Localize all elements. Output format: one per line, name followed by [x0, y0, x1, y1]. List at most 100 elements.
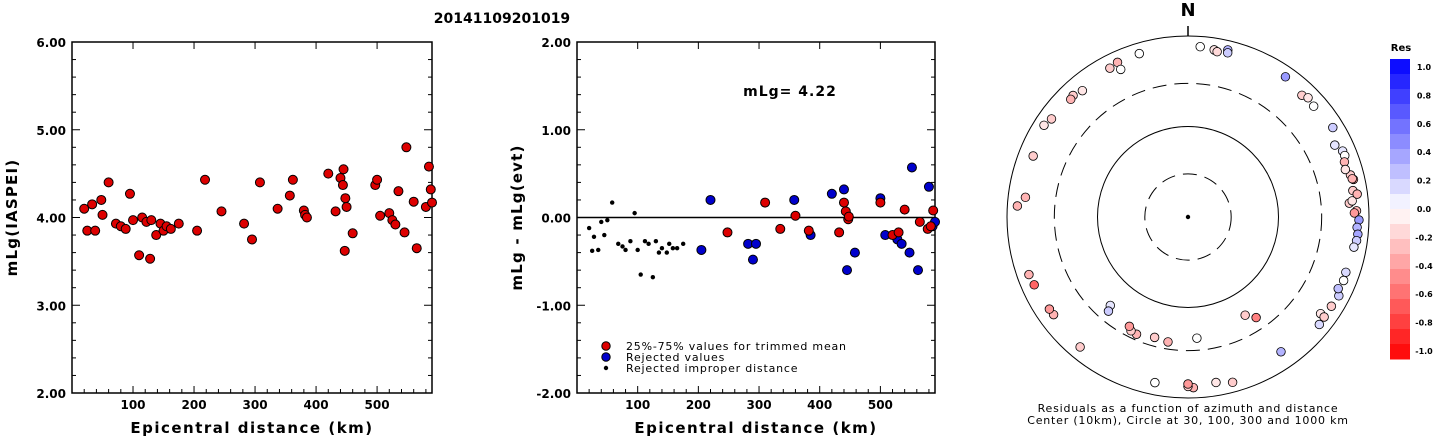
- colorbar-segment: [1390, 134, 1410, 150]
- middle-improper-point: [616, 241, 621, 247]
- middle-rejected-point: [705, 194, 716, 205]
- middle-rejected-point: [826, 188, 837, 199]
- middle-y-tick-label: 2.00: [541, 36, 571, 50]
- polar-north-label: N: [1180, 0, 1195, 21]
- left-data-point: [90, 225, 101, 236]
- colorbar-segment: [1390, 194, 1410, 210]
- left-y-tick-label: 5.00: [36, 124, 66, 138]
- polar-residual-point: [1330, 140, 1340, 150]
- polar-residual-point: [1349, 242, 1359, 252]
- middle-improper-point: [599, 219, 604, 225]
- middle-improper-point: [605, 217, 610, 223]
- polar-residual-point: [1012, 201, 1023, 211]
- colorbar-segment: [1390, 284, 1410, 300]
- middle-rejected-point: [849, 247, 860, 258]
- left-data-point: [287, 174, 298, 185]
- left-x-tick-label: 300: [243, 398, 268, 412]
- polar-residual-point: [1116, 64, 1126, 75]
- polar-residual-point: [1105, 63, 1115, 73]
- middle-rejected-point: [838, 184, 849, 195]
- left-data-point: [146, 215, 157, 226]
- middle-improper-point: [667, 241, 672, 247]
- middle-trimmed-point: [760, 197, 771, 208]
- middle-improper-point: [638, 272, 643, 277]
- polar-residual-point: [1347, 196, 1357, 206]
- polar-residual-point: [1303, 93, 1313, 103]
- left-data-point: [427, 197, 437, 208]
- left-data-point: [341, 201, 352, 212]
- middle-rejected-point: [696, 244, 707, 255]
- left-data-point: [165, 223, 176, 234]
- middle-improper-point: [609, 200, 615, 205]
- polar-residual-point: [1341, 267, 1351, 277]
- left-y-tick-label: 4.00: [36, 212, 66, 226]
- left-data-point: [340, 193, 351, 204]
- middle-trimmed-point: [893, 227, 904, 238]
- middle-trimmed-point: [722, 227, 733, 238]
- left-x-tick-label: 100: [120, 398, 145, 412]
- middle-improper-point: [620, 244, 625, 249]
- middle-improper-point: [628, 238, 633, 244]
- polar-residual-point: [1251, 312, 1261, 323]
- left-data-point: [87, 199, 98, 210]
- left-data-point: [411, 243, 422, 254]
- colorbar-segment: [1390, 89, 1410, 105]
- polar-residual-point: [1340, 164, 1351, 175]
- polar-residual-point: [1314, 319, 1325, 330]
- colorbar-title: Res: [1391, 43, 1411, 54]
- colorbar-tick-label: 0.8: [1417, 91, 1432, 100]
- legend-marker: [603, 365, 609, 371]
- polar-residual-point: [1240, 310, 1250, 320]
- left-x-axis-label: Epicentral distance (km): [130, 419, 373, 437]
- polar-residual-point: [1211, 377, 1221, 388]
- left-data-point: [134, 250, 145, 261]
- left-y-tick-label: 2.00: [36, 387, 66, 401]
- polar-caption-line1: Residuals as a function of azimuth and d…: [1038, 402, 1339, 415]
- middle-trimmed-point: [790, 210, 801, 221]
- left-data-point: [330, 206, 341, 217]
- middle-x-tick-label: 400: [807, 398, 832, 412]
- left-y-axis-label: mLg(IASPEI): [3, 159, 21, 277]
- left-x-tick-label: 500: [365, 398, 390, 412]
- polar-residual-point: [1328, 122, 1338, 133]
- colorbar-segment: [1390, 104, 1410, 120]
- left-data-point: [337, 180, 348, 191]
- middle-rejected-point: [751, 238, 761, 249]
- middle-y-axis-label: mLg - mLg(evt): [508, 144, 526, 290]
- polar-residual-point: [1046, 114, 1057, 124]
- polar-residual-point: [1044, 304, 1055, 314]
- polar-residual-point: [1103, 306, 1114, 316]
- polar-residual-point: [1227, 377, 1238, 388]
- colorbar-segment: [1390, 344, 1410, 360]
- middle-improper-point: [650, 274, 656, 280]
- middle-rejected-point: [747, 254, 758, 265]
- middle-trimmed-point: [925, 221, 936, 232]
- middle-improper-point: [632, 210, 637, 216]
- colorbar-segment: [1390, 254, 1410, 270]
- left-data-point: [323, 168, 334, 179]
- polar-residual-point: [1319, 312, 1329, 322]
- colorbar-segment: [1390, 74, 1410, 90]
- middle-x-tick-label: 100: [625, 398, 650, 412]
- left-data-point: [120, 223, 131, 234]
- polar-residual-point: [1134, 48, 1144, 59]
- middle-trimmed-point: [838, 197, 849, 208]
- polar-residual-point: [1029, 280, 1039, 290]
- left-x-tick-label: 400: [304, 398, 329, 412]
- middle-rejected-point: [913, 265, 924, 276]
- left-data-point: [375, 210, 386, 221]
- left-data-point: [145, 253, 156, 264]
- middle-trimmed-point: [834, 227, 845, 238]
- legend-marker: [601, 341, 611, 351]
- polar-ring-300km: [1053, 82, 1323, 352]
- legend-label: Rejected values: [626, 351, 725, 364]
- polar-residual-point: [1150, 377, 1160, 388]
- middle-rejected-point: [906, 162, 917, 173]
- colorbar-tick-label: 1.0: [1417, 63, 1432, 72]
- polar-residual-point: [1223, 48, 1233, 58]
- middle-rejected-point: [896, 238, 907, 249]
- middle-improper-point: [635, 247, 640, 253]
- middle-improper-point: [591, 234, 597, 240]
- middle-improper-point: [674, 246, 680, 251]
- left-data-point: [254, 177, 265, 188]
